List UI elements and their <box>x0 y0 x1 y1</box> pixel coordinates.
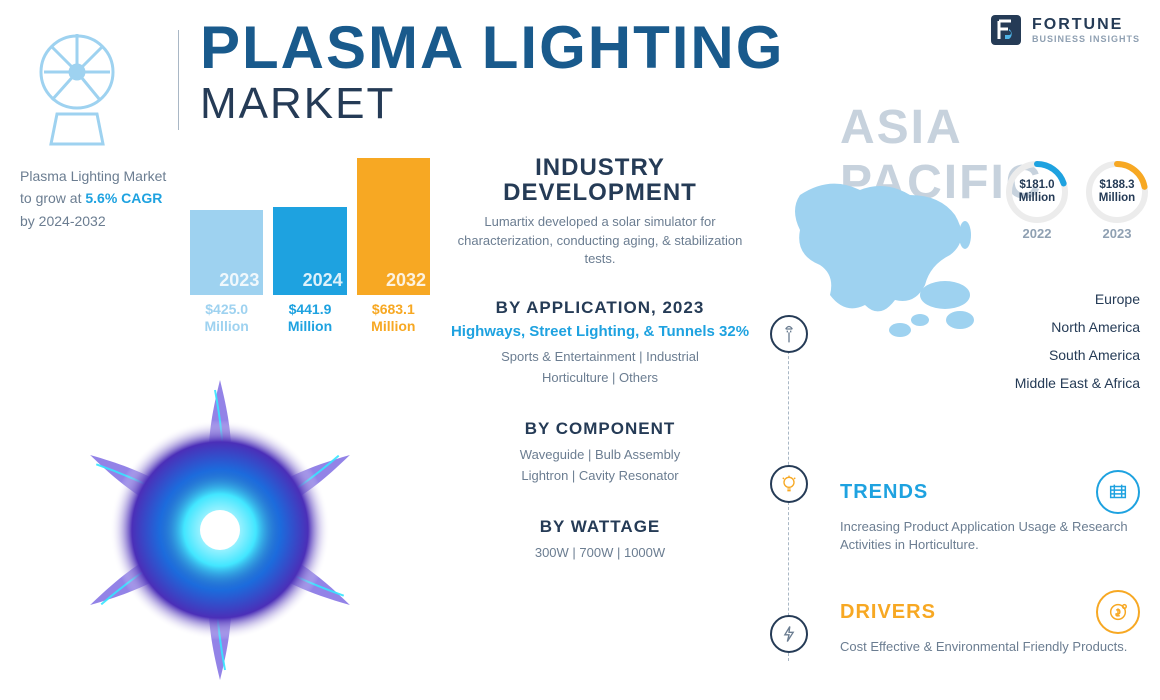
segment-0: BY APPLICATION, 2023 Highways, Street Lig… <box>450 298 750 389</box>
donut-year: 2023 <box>1085 226 1149 241</box>
bar-label-2032: $683.1Million <box>357 301 430 335</box>
segment-1: BY COMPONENT Waveguide | Bulb AssemblyLig… <box>450 419 750 487</box>
plasma-burst-illustration <box>60 370 380 690</box>
bar-label-2024: $441.9Million <box>273 301 346 335</box>
drivers-card: DRIVERS Cost Effective & Environmental F… <box>840 590 1140 656</box>
donut-2022: $181.0Million 2022 <box>1005 160 1069 241</box>
title-line2: MARKET <box>200 82 784 126</box>
segment-title: BY COMPONENT <box>450 419 750 439</box>
bar-2023: 2023 <box>190 210 263 295</box>
industry-dev-title: INDUSTRY DEVELOPMENT <box>450 155 750 205</box>
page-title: PLASMA LIGHTING MARKET <box>200 18 784 126</box>
bar-2032: 2032 <box>357 158 430 295</box>
cagr-post: by 2024-2032 <box>20 213 106 229</box>
title-line1: PLASMA LIGHTING <box>200 18 784 78</box>
segment-title: BY APPLICATION, 2023 <box>450 298 750 318</box>
trends-title: TRENDS <box>840 481 928 504</box>
segment-rest: Sports & Entertainment | IndustrialHorti… <box>450 347 750 389</box>
donut-year: 2022 <box>1005 226 1069 241</box>
region-donuts: $181.0Million 2022 $188.3Million 2023 <box>1005 160 1149 241</box>
bar-2024: 2024 <box>273 207 346 295</box>
drivers-body: Cost Effective & Environmental Friendly … <box>840 638 1140 656</box>
rack-icon <box>1096 470 1140 514</box>
donut-2023: $188.3Million 2023 <box>1085 160 1149 241</box>
coin-icon <box>1096 590 1140 634</box>
trends-card: TRENDS Increasing Product Application Us… <box>840 470 1140 554</box>
center-column: INDUSTRY DEVELOPMENT Lumartix developed … <box>450 155 750 563</box>
segment-2: BY WATTAGE 300W | 700W | 1000W <box>450 517 750 564</box>
other-regions-list: EuropeNorth AmericaSouth AmericaMiddle E… <box>980 285 1140 397</box>
segment-lead: Highways, Street Lighting, & Tunnels 32% <box>450 322 750 342</box>
cagr-rate: 5.6% CAGR <box>85 190 162 206</box>
bulb-icon <box>770 465 808 503</box>
brand-sub: BUSINESS INSIGHTS <box>1032 34 1140 44</box>
region-item: North America <box>980 313 1140 341</box>
segment-title: BY WATTAGE <box>450 517 750 537</box>
brand-name: FORTUNE <box>1032 16 1140 34</box>
cagr-summary: Plasma Lighting Market to grow at 5.6% C… <box>20 165 170 232</box>
bolt-icon <box>770 615 808 653</box>
market-bar-chart: 202320242032 $425.0Million $441.9Million $… <box>190 155 430 345</box>
region-item: Europe <box>980 285 1140 313</box>
donut-value: $188.3Million <box>1085 179 1149 204</box>
segment-rest: 300W | 700W | 1000W <box>450 543 750 564</box>
industry-dev-body: Lumartix developed a solar simulator for… <box>450 213 750 268</box>
bar-label-2023: $425.0Million <box>190 301 263 335</box>
drivers-title: DRIVERS <box>840 601 936 624</box>
brand-logo: FORTUNE BUSINESS INSIGHTS <box>988 12 1140 48</box>
region-item: Middle East & Africa <box>980 369 1140 397</box>
asia-pacific-map <box>790 175 990 345</box>
donut-value: $181.0Million <box>1005 179 1069 204</box>
segment-rest: Waveguide | Bulb AssemblyLightron | Cavi… <box>450 445 750 487</box>
trends-body: Increasing Product Application Usage & R… <box>840 518 1140 554</box>
plasma-globe-icon <box>22 22 132 157</box>
title-divider <box>178 30 179 130</box>
region-item: South America <box>980 341 1140 369</box>
brand-mark-icon <box>988 12 1024 48</box>
